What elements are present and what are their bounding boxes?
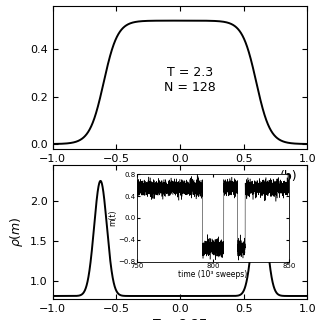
Text: (b): (b) bbox=[279, 170, 297, 183]
Text: T = 2.27: T = 2.27 bbox=[153, 318, 207, 320]
Text: T = 2.3
N = 128: T = 2.3 N = 128 bbox=[164, 66, 216, 94]
X-axis label: m: m bbox=[174, 169, 186, 182]
Y-axis label: $\rho(m)$: $\rho(m)$ bbox=[8, 217, 25, 247]
